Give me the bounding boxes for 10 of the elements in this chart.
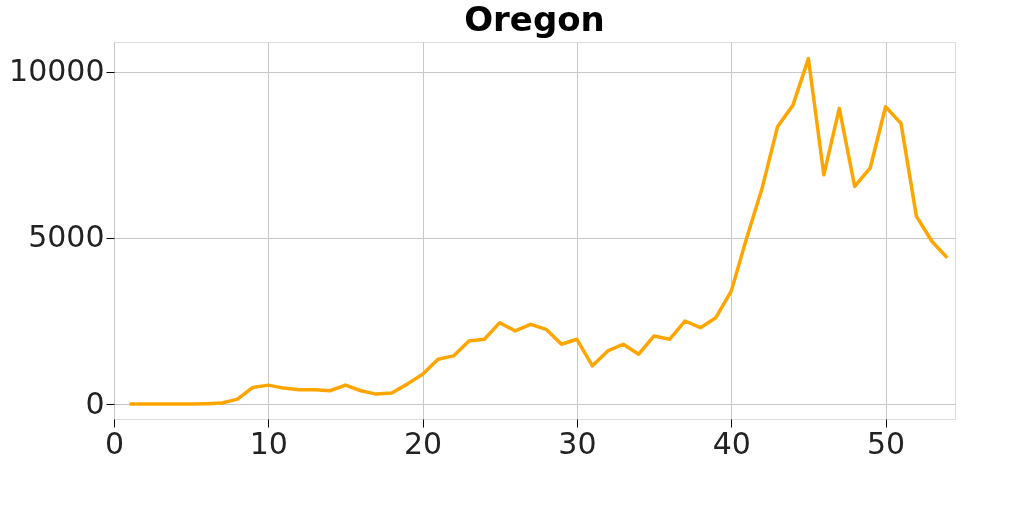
x-tick-label: 10	[249, 425, 288, 461]
y-tick-label: 10000	[9, 53, 105, 89]
x-tick-label: 50	[866, 425, 906, 461]
y-tick-label: 0	[85, 385, 105, 421]
line-series	[127, 56, 950, 406]
x-tick-label: 20	[404, 425, 443, 461]
x-tick-label: 40	[712, 425, 751, 461]
x-tick-label: 30	[558, 425, 597, 461]
y-tick-label: 5000	[28, 219, 105, 255]
chart-title: Oregon	[464, 0, 605, 39]
